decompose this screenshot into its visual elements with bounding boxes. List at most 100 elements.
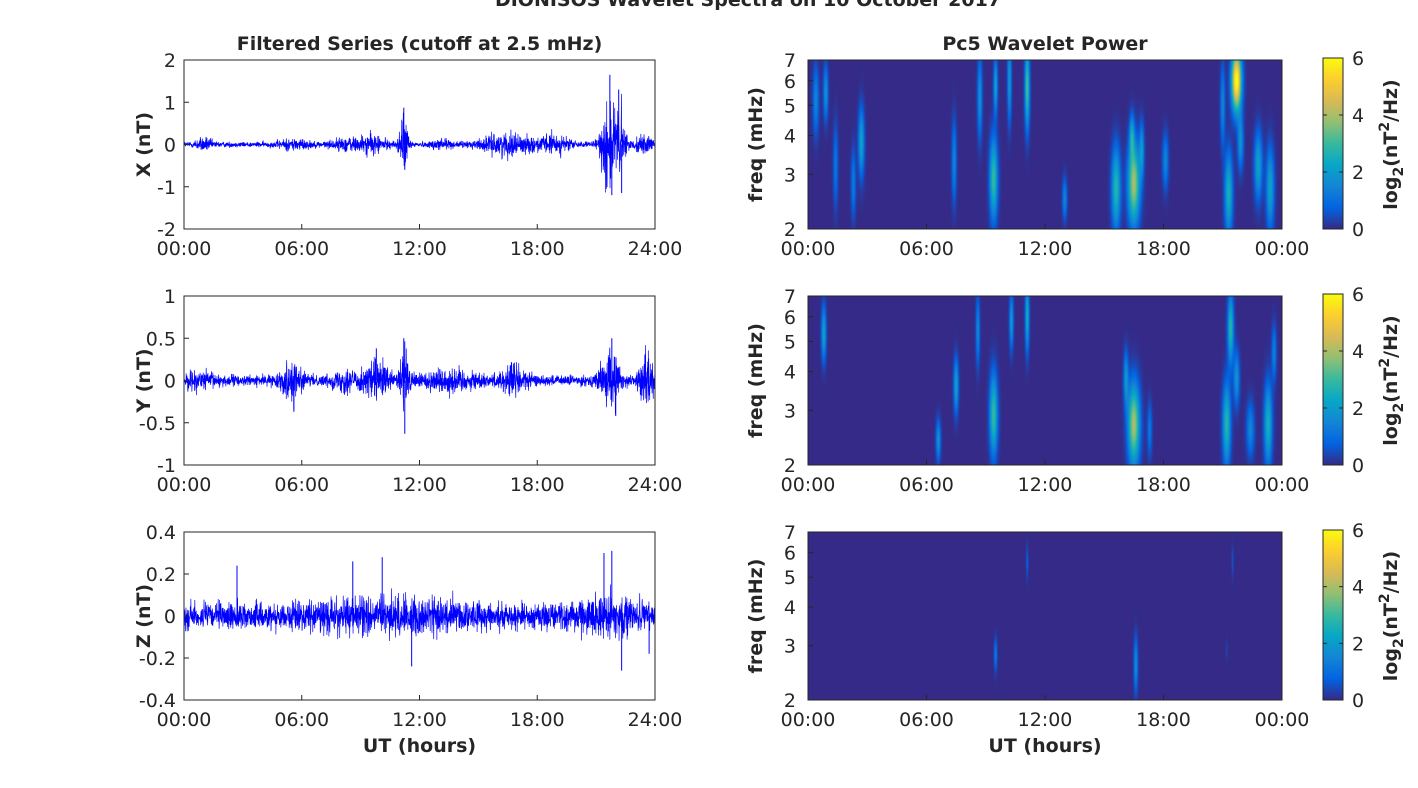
wavelet-x-ytick-label: 2 [784,219,796,241]
series-z-ytick-label: 0.2 [146,564,176,586]
wavelet-y-xtick-label: 18:00 [1136,474,1191,496]
wavelet-y-ylabel: freq (mHz) [745,323,767,438]
wavelet-x-colorbar-label-sub: 2 [1391,167,1407,177]
series-y-ylabel: Y (nT) [133,348,155,413]
wavelet-z-colorbar-label-part: (nT [1380,603,1402,638]
wavelet-x-ytick-label: 3 [784,164,796,186]
wavelet-z-colorbar-tick-label: 4 [1352,577,1364,599]
wavelet-z-xtick-label: 18:00 [1136,709,1191,731]
series-z-xtick-label: 00:00 [157,709,212,731]
wavelet-y-ytick-label: 7 [784,286,796,308]
wavelet-y-colorbar-label: log2(nT2/Hz) [1377,315,1407,445]
series-z-xtick-label: 18:00 [510,709,565,731]
wavelet-y-ytick-label: 2 [784,455,796,477]
wavelet-z-xtick-label: 12:00 [1018,709,1073,731]
wavelet-z-ytick-label: 5 [784,567,796,589]
wavelet-x-colorbar-label-part: log [1380,177,1402,210]
series-x-xtick-label: 24:00 [628,238,683,260]
wavelet-x-xtick-label: 06:00 [899,238,954,260]
wavelet-z-colorbar-tick-label: 2 [1352,633,1364,655]
wavelet-z-colorbar-label-part: /Hz) [1380,551,1402,594]
wavelet-y-colorbar-tick-label: 0 [1352,455,1364,477]
wavelet-y-ytick-label: 3 [784,400,796,422]
wavelet-z-colorbar-label-sup: 2 [1377,593,1393,603]
wavelet-x-xtick-label: 12:00 [1018,238,1073,260]
series-z-xtick-label: 06:00 [274,709,329,731]
wavelet-z-colorbar-tick-label: 6 [1352,520,1364,542]
wavelet-x-colorbar-label-part: /Hz) [1380,79,1402,122]
wavelet-x-colorbar-label-part: (nT [1380,132,1402,167]
series-x-panel: -2 -1 0 1 2 00:00 06:00 12:00 18:00 24:00 X (nT) Fi… [133,33,682,260]
series-y-ytick-label: 0.5 [146,328,176,350]
wavelet-y-colorbar-tick-label: 2 [1352,398,1364,420]
series-y-ytick-label: -1 [157,455,176,477]
series-x-ytick-label: 1 [164,92,176,114]
wavelet-x-colorbar [1322,57,1344,230]
wavelet-y-colorbar-tick-label: 6 [1352,284,1364,306]
series-y-ytick-label: 1 [164,286,176,308]
wavelet-x-colorbar-label: log2(nT2/Hz) [1377,79,1407,209]
wavelet-z-xtick-label: 06:00 [899,709,954,731]
wavelet-z-ytick-label: 4 [784,597,796,619]
wavelet-y-colorbar-label-part: log [1380,413,1402,446]
wavelet-y-colorbar [1322,293,1344,466]
series-y-ytick-label: 0 [164,371,176,393]
wavelet-x-title: Pc5 Wavelet Power [942,33,1148,55]
series-z-ytick-label: -0.2 [139,648,176,670]
wavelet-z-colorbar [1322,529,1344,701]
series-z-ytick-label: 0.4 [146,522,176,544]
wavelet-x-xtick-label: 00:00 [1255,238,1310,260]
wavelet-z-colorbar-label-sub: 2 [1391,638,1407,648]
wavelet-x-xtick-label: 00:00 [781,238,836,260]
series-y-ytick-label: -0.5 [139,413,176,435]
series-z-xtick-label: 12:00 [392,709,447,731]
wavelet-z-ytick-label: 7 [784,522,796,544]
wavelet-z-xtick-label: 00:00 [781,709,836,731]
wavelet-z-xtick-label: 00:00 [1255,709,1310,731]
series-x-trace [184,93,655,193]
series-y-trace [184,341,655,414]
series-z-ytick-label: -0.4 [139,690,176,712]
series-z-trace [184,584,655,642]
wavelet-z-xlabel: UT (hours) [988,735,1101,757]
series-y-xtick-label: 12:00 [392,474,447,496]
wavelet-y-power-image [808,296,1282,465]
series-x-ytick-label: 2 [164,50,176,72]
wavelet-y-ytick-label: 5 [784,331,796,353]
wavelet-y-ytick-label: 4 [784,361,796,383]
wavelet-z-ytick-label: 2 [784,690,796,712]
wavelet-y-xtick-label: 06:00 [899,474,954,496]
series-z-ytick-label: 0 [164,606,176,628]
wavelet-y-colorbar-label-sub: 2 [1391,403,1407,413]
wavelet-y-colorbar-label-part: (nT [1380,368,1402,403]
wavelet-x-colorbar-tick-label: 0 [1352,219,1364,241]
series-z-xtick-label: 24:00 [628,709,683,731]
wavelet-x-colorbar-label-sup: 2 [1377,122,1393,132]
wavelet-x-ytick-label: 5 [784,95,796,117]
wavelet-x-xtick-label: 18:00 [1136,238,1191,260]
wavelet-x-ytick-label: 4 [784,125,796,147]
wavelet-y-xtick-label: 12:00 [1018,474,1073,496]
series-x-title: Filtered Series (cutoff at 2.5 mHz) [237,33,603,55]
wavelet-x-colorbar-tick-label: 6 [1352,48,1364,70]
series-x-ytick-label: -2 [157,219,176,241]
wavelet-y-colorbar-label-sup: 2 [1377,358,1393,368]
series-x-xtick-label: 12:00 [392,238,447,260]
wavelet-y-colorbar-label-part: /Hz) [1380,315,1402,358]
wavelet-y-colorbar-tick-label: 4 [1352,341,1364,363]
wavelet-x-ylabel: freq (mHz) [745,87,767,202]
wavelet-z-power-image [808,532,1282,700]
wavelet-x-ytick-label: 6 [784,71,796,93]
wavelet-x-colorbar-tick-label: 2 [1352,162,1364,184]
wavelet-z-ylabel: freq (mHz) [745,559,767,674]
series-x-ytick-label: -1 [157,177,176,199]
wavelet-z-colorbar-label: log2(nT2/Hz) [1377,551,1407,681]
series-z-ylabel: Z (nT) [133,584,155,648]
series-y-xtick-label: 24:00 [628,474,683,496]
wavelet-z-colorbar-tick-label: 0 [1352,690,1364,712]
series-y-xtick-label: 00:00 [157,474,212,496]
